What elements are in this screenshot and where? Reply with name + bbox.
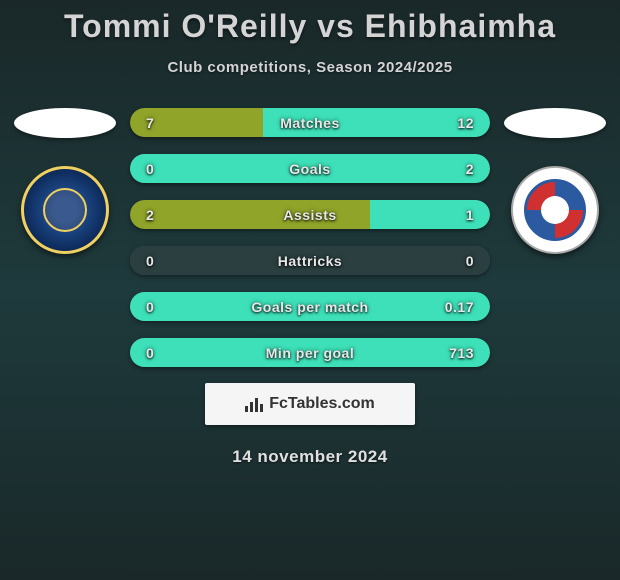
stat-label: Min per goal xyxy=(266,345,354,361)
stat-label: Hattricks xyxy=(278,253,342,269)
stat-label: Goals per match xyxy=(251,299,368,315)
right-club-badge-icon xyxy=(511,166,599,254)
stat-value-left: 0 xyxy=(146,345,154,361)
bar-overlay: 0 Goals per match 0.17 xyxy=(130,292,490,321)
bar-overlay: 0 Min per goal 713 xyxy=(130,338,490,367)
source-logo-text: FcTables.com xyxy=(269,395,375,413)
left-side xyxy=(10,108,120,254)
stat-value-left: 7 xyxy=(146,115,154,131)
bar-overlay: 0 Goals 2 xyxy=(130,154,490,183)
stat-value-right: 0.17 xyxy=(445,299,474,315)
date-text: 14 november 2024 xyxy=(232,447,387,467)
bar-overlay: 2 Assists 1 xyxy=(130,200,490,229)
stat-value-left: 0 xyxy=(146,253,154,269)
bar-overlay: 0 Hattricks 0 xyxy=(130,246,490,275)
stat-value-right: 0 xyxy=(466,253,474,269)
stat-value-left: 0 xyxy=(146,299,154,315)
stat-value-right: 2 xyxy=(466,161,474,177)
subtitle: Club competitions, Season 2024/2025 xyxy=(167,59,452,76)
stat-bar: 0 Min per goal 713 xyxy=(130,338,490,367)
stat-bar: 0 Goals per match 0.17 xyxy=(130,292,490,321)
stat-value-left: 0 xyxy=(146,161,154,177)
comparison-row: 7 Matches 12 0 Goals 2 2 Assists 1 0 Hattricks 0 0 Go… xyxy=(0,108,620,367)
stat-label: Matches xyxy=(280,115,340,131)
stat-value-right: 713 xyxy=(449,345,474,361)
stat-bars: 7 Matches 12 0 Goals 2 2 Assists 1 0 Hattricks 0 0 Go… xyxy=(130,108,490,367)
stat-value-left: 2 xyxy=(146,207,154,223)
chart-bars-icon xyxy=(245,396,263,412)
stat-bar: 2 Assists 1 xyxy=(130,200,490,229)
bar-overlay: 7 Matches 12 xyxy=(130,108,490,137)
right-flag-icon xyxy=(504,108,606,138)
right-side xyxy=(500,108,610,254)
left-flag-icon xyxy=(14,108,116,138)
stat-bar: 0 Hattricks 0 xyxy=(130,246,490,275)
left-club-badge-icon xyxy=(21,166,109,254)
source-logo: FcTables.com xyxy=(205,383,415,425)
stat-value-right: 1 xyxy=(466,207,474,223)
stat-value-right: 12 xyxy=(457,115,474,131)
stat-bar: 7 Matches 12 xyxy=(130,108,490,137)
stat-bar: 0 Goals 2 xyxy=(130,154,490,183)
stat-label: Assists xyxy=(283,207,336,223)
page-title: Tommi O'Reilly vs Ehibhaimha xyxy=(64,8,556,45)
stat-label: Goals xyxy=(289,161,330,177)
